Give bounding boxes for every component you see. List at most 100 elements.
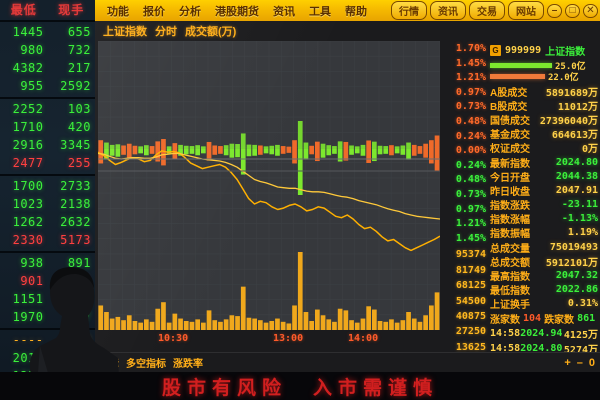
menu-item-4[interactable]: 资讯	[273, 5, 295, 18]
turnover-bar	[360, 318, 366, 330]
index-badge-icon: G	[490, 45, 501, 56]
quote-wall-cell-low: 980	[20, 43, 44, 57]
quote-wall-cell-volnow: 655	[67, 25, 91, 39]
quote-wall-col-volnow: 现手	[58, 3, 85, 17]
quote-wall-row: 1710 420	[0, 118, 95, 136]
turnover-bar	[377, 321, 383, 330]
volume-bar-flame	[155, 141, 161, 149]
volume-bar-flame	[286, 146, 292, 149]
turnover-bar	[166, 322, 172, 330]
menu-item-3[interactable]: 港股期货	[215, 5, 259, 18]
chart-subchart-label: 成交额(万)	[185, 26, 237, 38]
nav-button-3[interactable]: 网站	[508, 1, 544, 20]
quote-stat-value: -23.11	[561, 199, 598, 211]
maximize-button[interactable]: □	[565, 3, 580, 18]
volume-bar-flame	[98, 140, 104, 149]
volume-bar-top	[235, 149, 240, 158]
turnover-bar-row-0: 25.0亿	[490, 60, 599, 72]
zoom-in-button[interactable]: +	[564, 356, 571, 369]
axis-pct-neg-5: 1.45%	[455, 232, 486, 244]
advancers-label: 涨家数	[490, 315, 520, 326]
quote-wall-group: 1445 655 980 732 4382 217 955 2592	[0, 22, 95, 99]
quote-stat-label: 指数振幅	[490, 229, 530, 241]
turnover-bar	[372, 309, 377, 330]
turnover-bar	[275, 318, 280, 330]
turnover-bar	[212, 320, 218, 330]
volume-bar-flame	[383, 146, 389, 149]
volume-bar-top	[109, 149, 115, 156]
volume-bar-flame	[206, 141, 212, 149]
volume-bar-top	[383, 149, 389, 154]
turnover-bar	[258, 320, 263, 330]
menu-item-6[interactable]: 帮助	[345, 5, 367, 18]
quote-wall-row: 2252 103	[0, 100, 95, 118]
quote-stat-value: 0.31%	[567, 298, 598, 310]
quote-wall-cell-volnow: 103	[67, 102, 91, 116]
quote-wall-cell-low: 1970	[12, 310, 44, 324]
turnover-bar	[144, 319, 149, 330]
nav-button-2[interactable]: 交易	[469, 1, 505, 20]
axis-pct-pos-0: 1.70%	[455, 43, 486, 54]
volume-bar-flame	[429, 140, 434, 149]
zoom-out-button[interactable]: –	[576, 356, 583, 369]
quote-wall-cell-low: 955	[20, 79, 44, 93]
turnover-bar	[400, 320, 406, 330]
nav-button-0[interactable]: 行情	[391, 1, 427, 20]
quote-stat-label: 今日开盘	[490, 172, 530, 184]
volume-bar-top	[429, 149, 434, 164]
volume-bar-flame	[258, 145, 263, 149]
volume-bar-top	[280, 149, 286, 154]
volume-bar-flame	[411, 144, 417, 149]
turnover-bar	[337, 308, 343, 330]
menu-item-1[interactable]: 报价	[143, 5, 165, 18]
quote-stat-value: 5891689万	[545, 87, 598, 99]
quote-wall-cell-volnow: 255	[67, 156, 91, 170]
turnover-bar	[332, 321, 337, 330]
quote-wall-row: 4382 217	[0, 59, 95, 77]
quote-wall-cell-volnow: 420	[67, 120, 91, 134]
indicator-button-0[interactable]: 指标	[99, 359, 119, 370]
quote-wall-row: 2016 682	[0, 349, 95, 367]
symbol-row[interactable]: G 999999 上证指数	[488, 43, 600, 58]
minimize-button[interactable]: –	[547, 3, 562, 18]
menu-item-5[interactable]: 工具	[309, 5, 331, 18]
volume-bar-flame	[126, 143, 132, 149]
intraday-plot[interactable]	[98, 41, 440, 330]
quote-stat-row: 指数涨幅 -1.13%	[488, 212, 600, 226]
volume-bar-top	[286, 149, 292, 153]
turnover-bar	[246, 317, 252, 330]
axis-pct-pos-6: 0.24%	[455, 130, 486, 142]
menu-item-0[interactable]: 功能	[107, 5, 129, 18]
tick-price: 2024.80	[520, 343, 563, 354]
menu-item-2[interactable]: 分析	[179, 5, 201, 18]
volume-bar-top	[320, 149, 326, 158]
quote-wall-cell-low: 2252	[12, 102, 44, 116]
volume-bar-top	[132, 149, 138, 155]
volume-bar-flame	[372, 141, 377, 149]
chart-index-name: 上证指数	[103, 26, 147, 38]
turnover-bar	[201, 322, 206, 330]
quote-stat-row: 上证换手 0.31%	[488, 297, 600, 311]
volume-bar-top	[212, 149, 218, 155]
indicator-button-2[interactable]: 涨跌率	[173, 359, 203, 370]
nav-button-1[interactable]: 资讯	[430, 1, 466, 20]
quote-wall-cell-low: 4382	[12, 61, 44, 75]
volume-bar-flame	[235, 144, 240, 149]
volume-bar-flame	[349, 145, 354, 149]
turnover-bar	[269, 321, 275, 330]
turnover-bar	[206, 310, 212, 330]
quote-stat-value: 0万	[581, 144, 598, 156]
advance-decline-row: 涨家数 104 跌家数 861	[488, 311, 600, 326]
close-button[interactable]: ✕	[583, 3, 598, 18]
zoom-reset-button[interactable]: 0	[588, 356, 595, 369]
quote-stat-row: 指数涨跌 -23.11	[488, 198, 600, 212]
intraday-plot-svg	[98, 41, 440, 330]
zoom-controls[interactable]: + –0	[564, 357, 595, 369]
chart-title-bar: 上证指数 分时 成交额(万)	[95, 21, 600, 41]
quote-stat-row: B股成交 11012万	[488, 98, 600, 113]
turnover-bar	[252, 318, 257, 330]
volume-bar-top	[297, 149, 303, 195]
indicator-button-1[interactable]: 多空指标	[126, 359, 166, 370]
quote-wall-header-group: 最低 现手	[0, 0, 95, 22]
volume-bar-top	[223, 149, 229, 156]
